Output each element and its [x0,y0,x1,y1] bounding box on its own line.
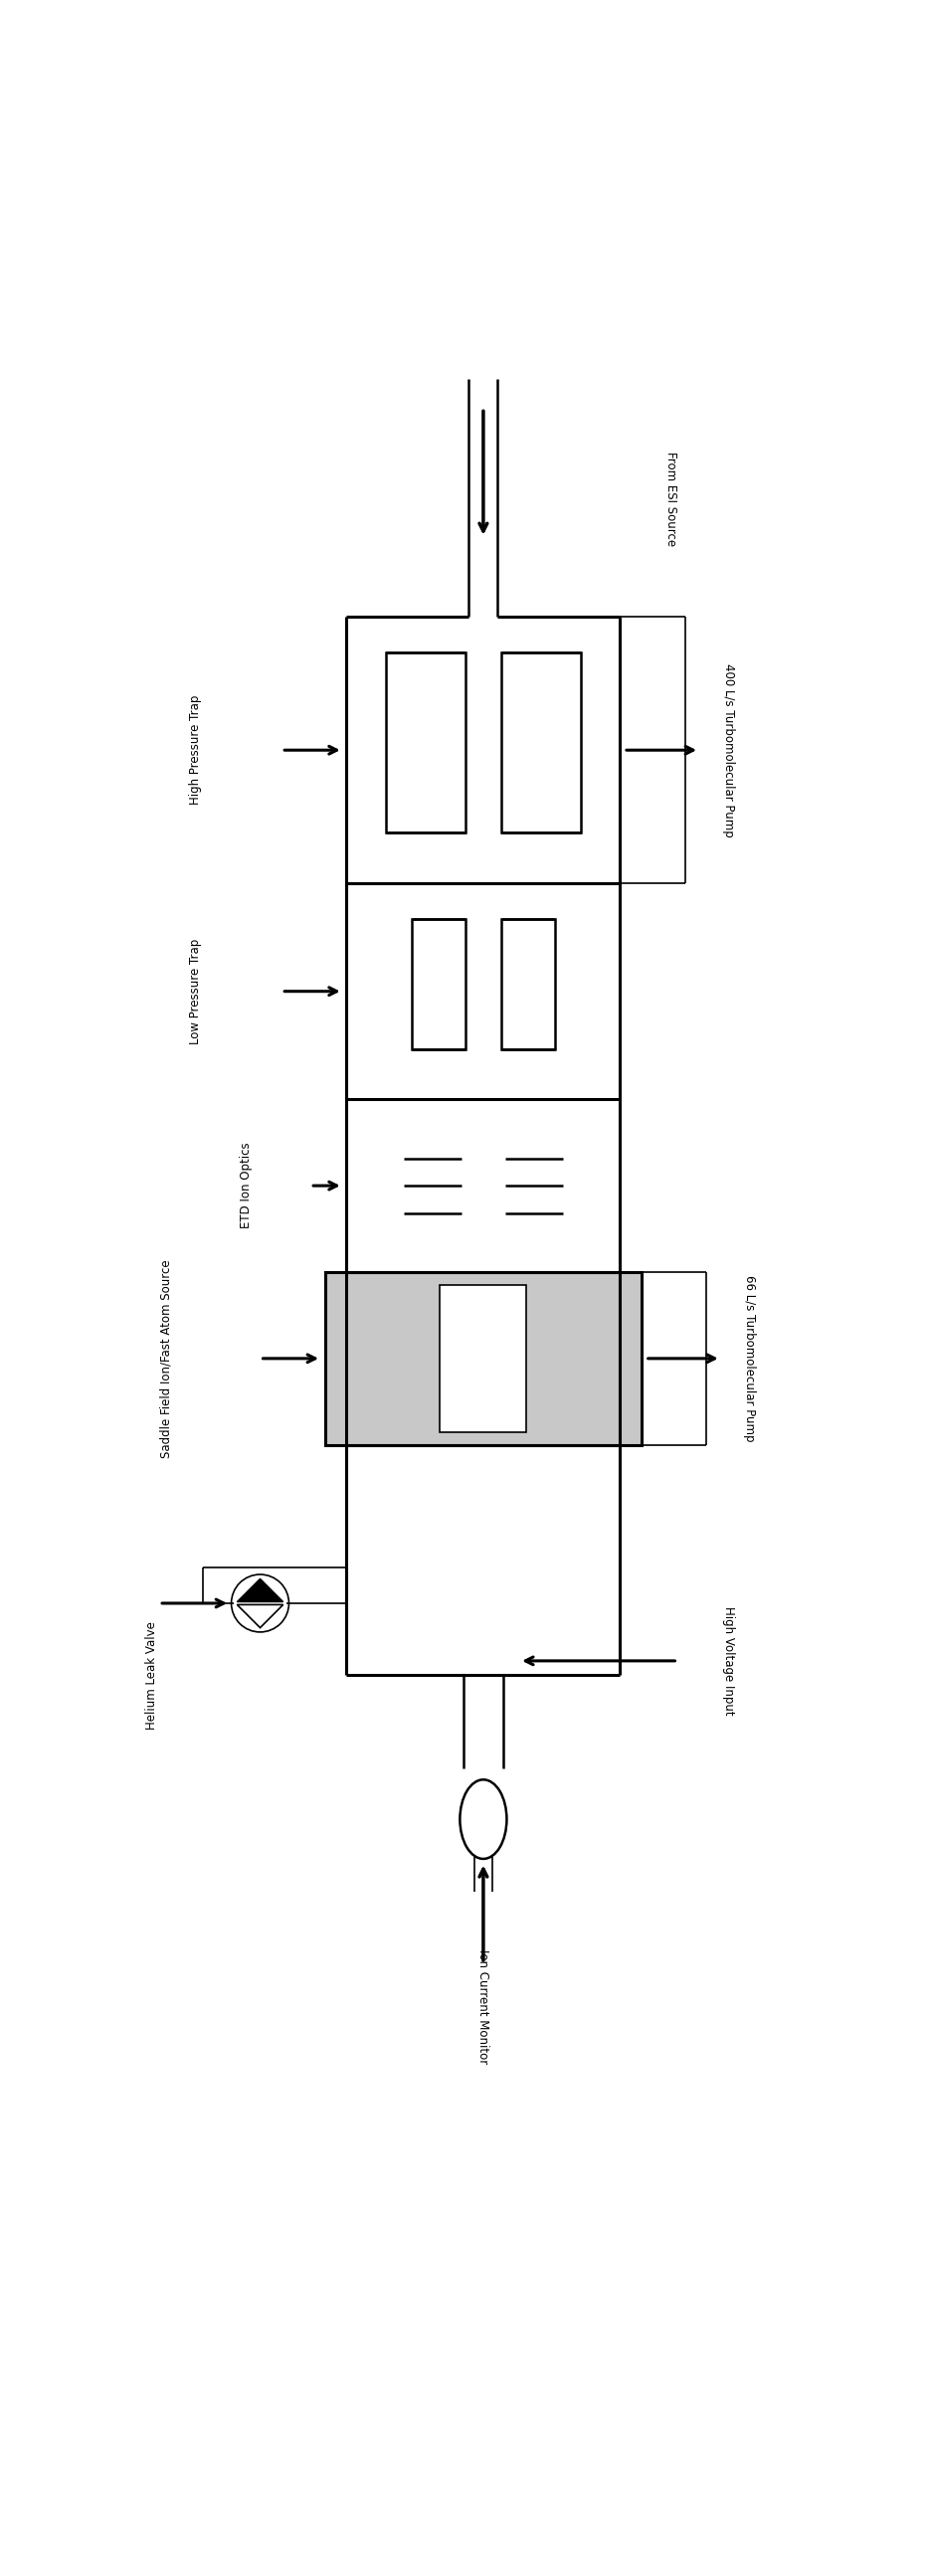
Bar [412,920,465,1048]
Ellipse shape [460,1780,506,1860]
Text: 400 L/s Turbomolecular Pump: 400 L/s Turbomolecular Pump [722,662,735,837]
Text: Saddle Field Ion/Fast Atom Source: Saddle Field Ion/Fast Atom Source [160,1260,173,1458]
Bar [502,920,556,1048]
Polygon shape [237,1579,283,1602]
Text: 66 L/s Turbomolecular Pump: 66 L/s Turbomolecular Pump [743,1275,756,1443]
Bar [386,652,465,832]
Text: High Voltage Input: High Voltage Input [722,1607,735,1716]
Text: Low Pressure Trap: Low Pressure Trap [189,938,202,1043]
Bar [325,1273,642,1445]
Text: ETD Ion Optics: ETD Ion Optics [240,1144,252,1229]
Bar [502,652,581,832]
Text: High Pressure Trap: High Pressure Trap [189,696,202,806]
Text: Helium Leak Valve: Helium Leak Valve [146,1620,159,1728]
Bar [440,1285,527,1432]
Text: Ion Current Monitor: Ion Current Monitor [477,1950,490,2063]
Text: From ESI Source: From ESI Source [664,451,677,546]
